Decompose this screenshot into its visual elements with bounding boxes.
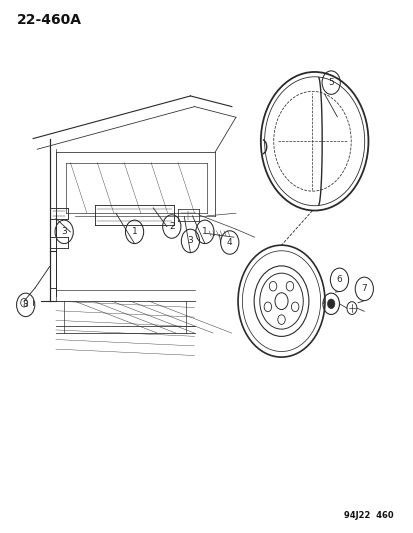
Text: 1: 1 <box>202 228 207 236</box>
Text: 4: 4 <box>226 238 232 247</box>
Text: 2: 2 <box>169 222 174 231</box>
Text: 22-460A: 22-460A <box>17 13 81 27</box>
Circle shape <box>327 299 334 309</box>
Text: 3: 3 <box>61 228 67 236</box>
Text: 5: 5 <box>328 78 333 87</box>
Text: 1: 1 <box>131 228 137 236</box>
Text: 94J22  460: 94J22 460 <box>343 511 392 520</box>
Text: 7: 7 <box>361 285 366 293</box>
Text: 6: 6 <box>336 276 342 284</box>
Text: 3: 3 <box>187 237 193 245</box>
Text: 8: 8 <box>23 301 28 309</box>
